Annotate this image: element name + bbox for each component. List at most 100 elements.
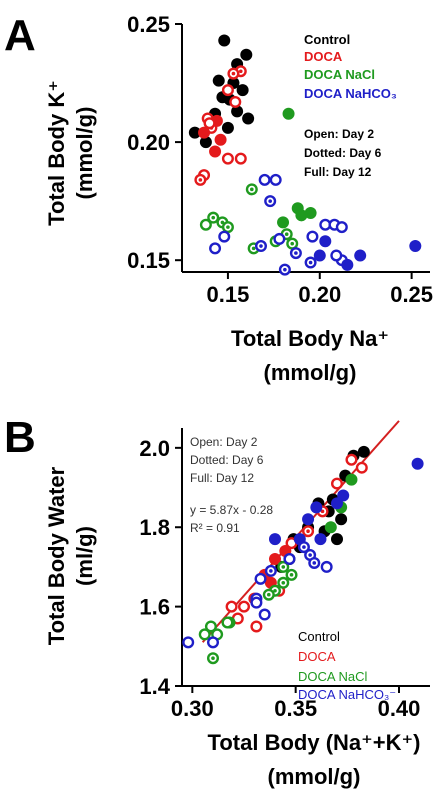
panel-a-point-doca-nacl-open [199,218,212,231]
panel-a-xtick-label: 0.20 [298,282,341,307]
panel-a-point-doca-nahco3-dotted [304,256,317,269]
panel-a-point-doca-nahco3-open [330,249,343,262]
panel-a-note-dotted: Dotted: Day 6 [304,146,382,160]
panel-b-legend-control: Control [298,629,340,644]
panel-b-ylabel-line2: (ml/g) [72,526,97,586]
panel-a-ytick-label: 0.25 [127,12,170,37]
panel-b-point-doca-full [269,552,281,565]
panel-b-point-doca-dotted [302,525,315,538]
panel-a-point-doca-nahco3-open [209,242,222,255]
panel-a-xlabel-line2: (mmol/g) [264,360,357,385]
panel-b-point-doca-open [237,600,250,613]
panel-a-point-doca-nahco3-full [354,249,367,262]
panel-b-point-doca-nahco3-open [254,572,267,585]
panel-b-point-doca-nacl-full [345,473,358,486]
panel-b-ytick-label: 1.8 [139,515,170,540]
panel-a-legend: Control DOCA DOCA NaCl DOCA NaHCO₃ [304,32,397,101]
panel-b-point-doca-nahco3-full [310,501,323,514]
panel-a-point-doca-nacl-full [295,209,308,222]
panel-a-ylabel-line2: (mmol/g) [72,107,97,200]
panel-a-point-control-full [242,112,255,125]
panel-a-point-doca-full [198,126,211,139]
panel-a-xlabel-line1: Total Body Na⁺ [231,326,389,351]
panel-b-note-open: Open: Day 2 [190,435,258,449]
panel-b-legend-doca: DOCA [298,649,336,664]
panel-a-point-doca-nahco3-full [409,240,422,253]
panel-a-point-control-full [231,105,244,118]
panel-a-point-doca-nahco3-dotted [254,240,267,253]
panel-a-note-open: Open: Day 2 [304,127,374,141]
panel-b-point-doca-nacl-open [198,628,211,641]
panel-b-point-doca-nahco3-open [182,636,195,649]
panel-b-ytick-label: 1.6 [139,595,170,620]
panel-b-point-doca-nahco3-dotted [297,541,310,554]
panel-letter-a: A [4,11,36,60]
panel-b-point-doca-nacl-dotted [277,560,290,573]
panel-b-ticks: 0.30 0.35 0.40 1.4 1.6 1.8 2.0 [139,436,420,721]
panel-a-point-doca-open [203,117,216,130]
panel-b-point-doca-nacl-dotted [262,588,275,601]
panel-a-point-doca-full [209,145,222,158]
panel-b-point-doca-nahco3-full [331,497,343,510]
panel-a-point-doca-nahco3-open [269,173,282,186]
panel-a-point-doca-nahco3-dotted [278,263,291,276]
panel-a-legend-doca-nahco3: DOCA NaHCO₃ [304,86,397,101]
panel-a-annotations: Open: Day 2 Dotted: Day 6 Full: Day 12 [304,127,382,179]
panel-b-point-doca-nahco3-dotted [308,556,321,569]
panel-a-note-full: Full: Day 12 [304,165,372,179]
panel-a-xtick-label: 0.15 [207,282,250,307]
panel-b-point-doca-open [331,477,344,490]
panel-a-point-doca-open [234,152,247,165]
panel-a-point-control-full [221,121,234,134]
panel-b-xlabel-line2: (mmol/g) [268,764,361,789]
panel-a-point-doca-open [229,95,242,108]
panel-a-point-control-full [199,136,212,149]
panel-a-point-doca-nahco3-full [313,249,326,262]
panel-b-fit-equation: y = 5.87x - 0.28 [190,503,273,517]
panel-a-point-control-full [240,48,253,61]
panel-b-note-full: Full: Day 12 [190,471,254,485]
panel-b-legend-doca-nahco3: DOCA NaHCO₃⁻ [298,687,396,702]
panel-a-point-doca-open [221,84,234,97]
panel-b-xtick-label: 0.35 [274,696,317,721]
panel-b-point-doca-open [345,453,358,466]
panel-b-ytick-label: 1.4 [139,674,170,699]
panel-a-point-doca-nacl-full [277,216,290,229]
panel-a-point-doca-nahco3-full [319,235,332,248]
panel-letter-b: B [4,413,36,462]
panel-b-point-doca-open [225,600,238,613]
panel-b-annotations: Open: Day 2 Dotted: Day 6 Full: Day 12 y… [190,435,273,535]
panel-a-point-control-full [236,84,249,97]
panel-b-legend: Control DOCA DOCA NaCl DOCA NaHCO₃⁻ [298,629,396,702]
panel-a-point-doca-nahco3-full [341,258,354,271]
panel-b-point-doca-nahco3-open [250,596,263,609]
panel-a-xtick-label: 0.25 [390,282,433,307]
panel-b-point-doca-nahco3-full [314,533,327,546]
panel-a-legend-doca-nacl: DOCA NaCl [304,67,375,82]
panel-b-point-doca-open [250,620,263,633]
panel-a-points [188,34,422,276]
panel-b-point-control-full [335,513,348,526]
panel-a-legend-control: Control [304,32,350,47]
panel-a-point-doca-nahco3-open [258,173,271,186]
panel-b-ylabel-line1: Total Body Water [44,466,69,645]
panel-a-ylabel-line1: Total Body K⁺ [44,80,69,226]
panel-a-point-doca-nacl-full [304,206,317,219]
panel-b-fit-r2: R² = 0.91 [190,521,240,535]
panel-b-point-doca-nahco3-full [302,513,315,526]
panel-a-ytick-label: 0.15 [127,248,170,273]
panel-b-xtick-label: 0.40 [378,696,421,721]
panel-b-point-doca-nahco3-open [320,560,333,573]
panel-b-xlabel-line1: Total Body (Na⁺+K⁺) [208,730,421,755]
panel-a-point-control-full [218,34,231,47]
panel-a-point-doca-nahco3-open [306,230,319,243]
panel-a-point-doca-dotted [227,67,240,80]
panel-a-point-doca-nahco3-open [335,221,348,234]
panel-b-note-dotted: Dotted: Day 6 [190,453,264,467]
panel-b-points [182,445,424,665]
panel-a-point-doca-open [221,152,234,165]
panel-b-point-doca-nahco3-open [258,608,271,621]
panel-b-xtick-label: 0.30 [171,696,214,721]
panel-b-point-control-full [357,445,370,458]
